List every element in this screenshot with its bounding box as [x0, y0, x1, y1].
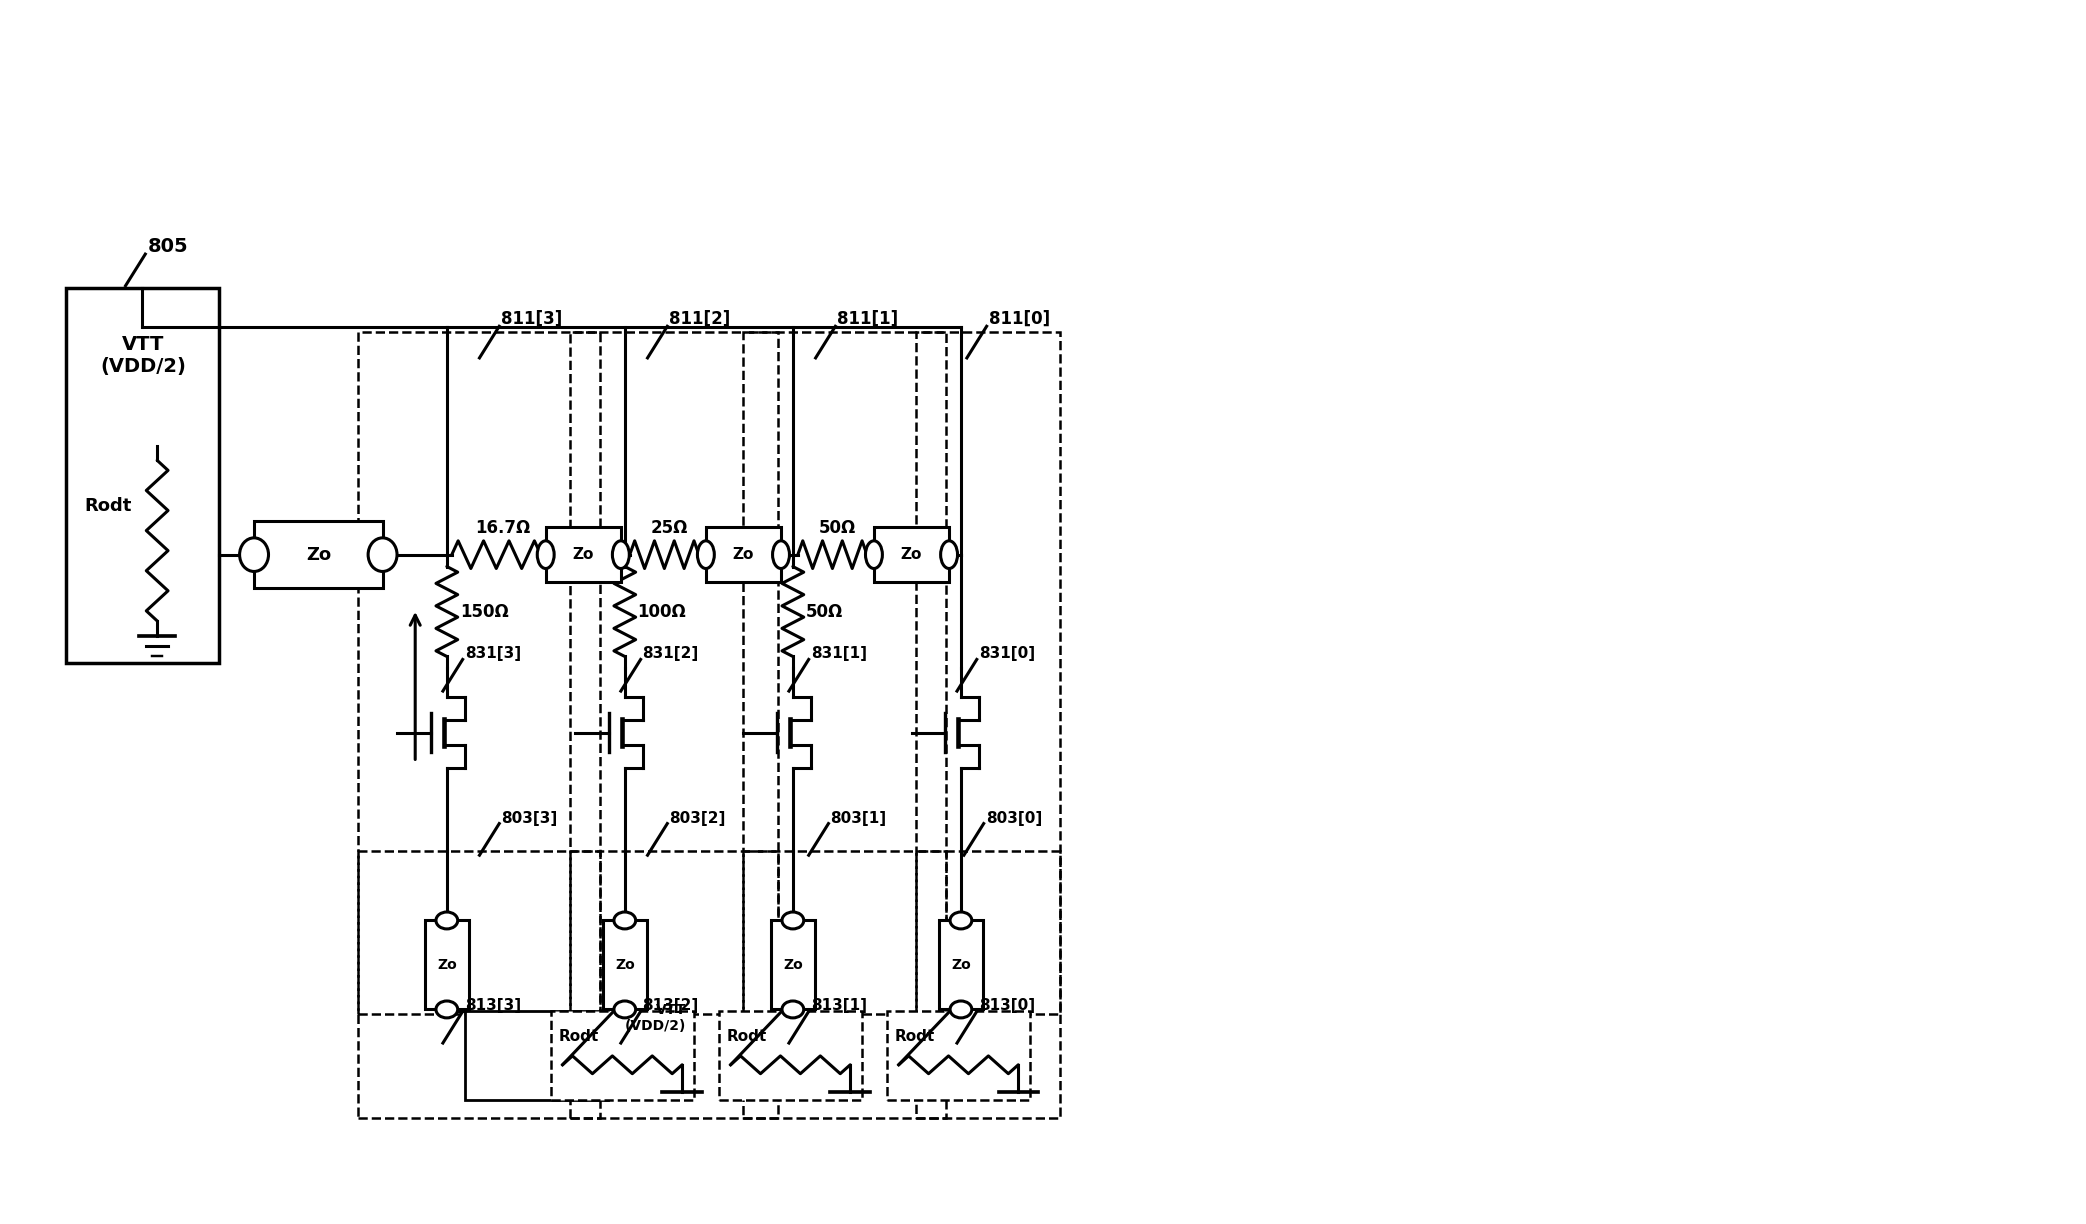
Bar [874, 528, 949, 583]
Text: Zo: Zo [951, 958, 970, 972]
Ellipse shape [613, 541, 630, 568]
Ellipse shape [949, 1001, 972, 1018]
Text: 25Ω: 25Ω [651, 519, 688, 537]
Ellipse shape [436, 1001, 457, 1018]
Text: Zo: Zo [615, 958, 634, 972]
Text: Rodt: Rodt [726, 1029, 768, 1044]
Bar [551, 1011, 695, 1100]
Text: Rodt: Rodt [895, 1029, 935, 1044]
Ellipse shape [866, 541, 882, 568]
Text: 813[3]: 813[3] [465, 999, 522, 1013]
Bar [916, 332, 1060, 1015]
Ellipse shape [613, 1001, 636, 1018]
Text: Zo: Zo [572, 547, 595, 562]
Text: 803[1]: 803[1] [830, 810, 887, 825]
Text: Zo: Zo [436, 958, 457, 972]
Text: 811[1]: 811[1] [836, 310, 899, 328]
Bar [569, 332, 778, 1015]
Bar [359, 851, 601, 1119]
Text: Zo: Zo [901, 547, 922, 562]
Bar [426, 920, 469, 1010]
Text: 813[2]: 813[2] [642, 999, 699, 1013]
Text: 811[2]: 811[2] [670, 310, 730, 328]
Bar [743, 332, 947, 1015]
Ellipse shape [613, 912, 636, 929]
Bar [887, 1011, 1030, 1100]
Bar [743, 851, 947, 1119]
Text: 805: 805 [148, 237, 188, 256]
Ellipse shape [367, 537, 396, 572]
Bar [254, 521, 382, 589]
Ellipse shape [240, 537, 269, 572]
Bar [569, 851, 778, 1119]
Text: 831[1]: 831[1] [811, 646, 866, 661]
Ellipse shape [772, 541, 789, 568]
Text: 16.7Ω: 16.7Ω [476, 519, 530, 537]
Text: Zo: Zo [307, 546, 332, 564]
Ellipse shape [782, 912, 803, 929]
Bar [603, 920, 647, 1010]
Ellipse shape [538, 541, 555, 568]
Bar [67, 288, 219, 663]
Ellipse shape [782, 1001, 803, 1018]
Text: 813[1]: 813[1] [811, 999, 866, 1013]
Bar [705, 528, 780, 583]
Text: Rodt: Rodt [559, 1029, 599, 1044]
Bar [772, 920, 816, 1010]
Text: VTT
(VDD/2): VTT (VDD/2) [100, 335, 186, 376]
Bar [359, 332, 601, 1015]
Ellipse shape [436, 912, 457, 929]
Ellipse shape [697, 541, 713, 568]
Bar [916, 851, 1060, 1119]
Text: 50Ω: 50Ω [818, 519, 855, 537]
Bar [465, 1011, 607, 1100]
Text: 831[3]: 831[3] [465, 646, 522, 661]
Text: 803[2]: 803[2] [670, 810, 726, 825]
Text: 811[3]: 811[3] [501, 310, 563, 328]
Ellipse shape [941, 541, 957, 568]
Text: 803[0]: 803[0] [987, 810, 1041, 825]
Text: 50Ω: 50Ω [805, 603, 843, 621]
Bar [547, 528, 622, 583]
Text: 803[3]: 803[3] [501, 810, 557, 825]
Text: 831[2]: 831[2] [642, 646, 699, 661]
Text: Zo: Zo [732, 547, 755, 562]
Text: 150Ω: 150Ω [459, 603, 509, 621]
Text: Rodt: Rodt [83, 497, 131, 514]
Bar [720, 1011, 862, 1100]
Text: 100Ω: 100Ω [638, 603, 686, 621]
Bar [939, 920, 983, 1010]
Text: Zo: Zo [782, 958, 803, 972]
Ellipse shape [949, 912, 972, 929]
Text: 811[0]: 811[0] [989, 310, 1049, 328]
Text: VTT
(VDD/2): VTT (VDD/2) [624, 1002, 686, 1033]
Text: 831[0]: 831[0] [978, 646, 1035, 661]
Text: 813[0]: 813[0] [978, 999, 1035, 1013]
